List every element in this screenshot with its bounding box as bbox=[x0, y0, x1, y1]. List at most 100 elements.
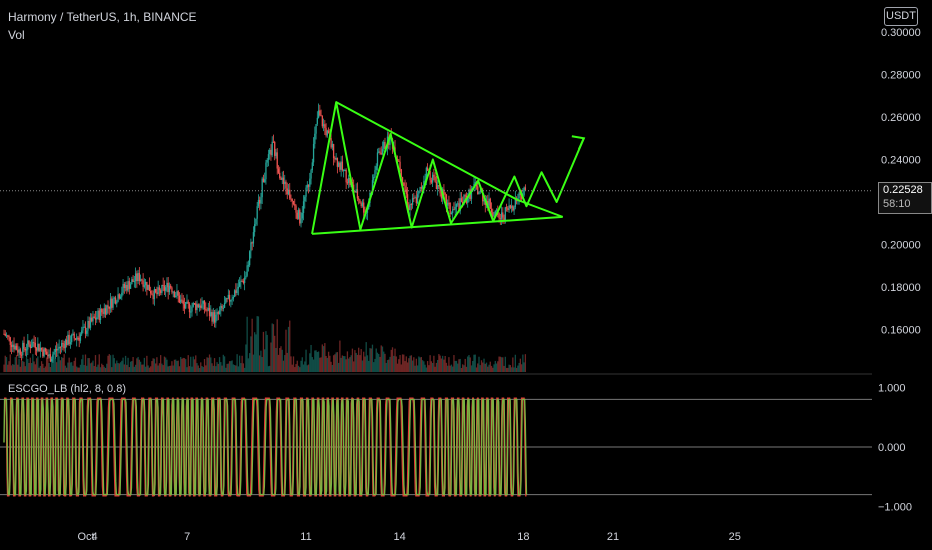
candle-body bbox=[455, 204, 458, 207]
volume-bar bbox=[270, 342, 272, 372]
volume-bar bbox=[493, 364, 495, 372]
volume-bar bbox=[225, 367, 227, 372]
volume-bar bbox=[201, 365, 203, 372]
volume-bar bbox=[185, 359, 187, 372]
volume-bar bbox=[54, 358, 57, 372]
volume-bar bbox=[222, 354, 224, 372]
volume-bar bbox=[334, 354, 336, 372]
chart-title[interactable]: Harmony / TetherUS, 1h, BINANCE bbox=[8, 10, 197, 24]
candle-body bbox=[332, 144, 335, 159]
candle-body bbox=[235, 290, 237, 293]
candle-body bbox=[77, 337, 79, 339]
volume-bar bbox=[515, 367, 518, 372]
volume-label[interactable]: Vol bbox=[8, 28, 25, 42]
candle-body bbox=[18, 349, 20, 353]
candle-body bbox=[116, 301, 118, 304]
triangle-lower-line[interactable] bbox=[311, 215, 563, 235]
zigzag-projection[interactable] bbox=[311, 101, 585, 235]
candle-body bbox=[374, 170, 376, 177]
volume-bar bbox=[152, 358, 154, 372]
volume-bar bbox=[116, 360, 118, 372]
volume-bar bbox=[503, 365, 505, 372]
volume-bar bbox=[429, 355, 431, 372]
volume-bar bbox=[262, 331, 265, 372]
candle-body bbox=[157, 287, 159, 295]
volume-bar bbox=[517, 365, 519, 372]
candle-body bbox=[131, 279, 133, 285]
volume-bar bbox=[290, 356, 292, 372]
volume-bar bbox=[311, 357, 313, 372]
volume-bar bbox=[153, 358, 156, 372]
candle-body bbox=[266, 159, 268, 163]
candle-body bbox=[487, 200, 489, 206]
candle-body bbox=[440, 193, 443, 199]
volume-bar bbox=[45, 357, 48, 372]
candle-body bbox=[419, 187, 421, 191]
candle-body bbox=[502, 212, 504, 218]
candle-body bbox=[212, 312, 214, 322]
candle-body bbox=[276, 152, 278, 169]
volume-bar bbox=[513, 367, 515, 372]
candle-body bbox=[198, 305, 201, 308]
candle-body bbox=[27, 340, 29, 350]
candle-body bbox=[106, 305, 108, 315]
candle-body bbox=[245, 275, 247, 278]
volume-bar bbox=[512, 357, 514, 372]
candle-body bbox=[523, 187, 525, 196]
exchange: BINANCE bbox=[143, 10, 197, 24]
volume-bar bbox=[483, 358, 485, 372]
volume-bar bbox=[395, 356, 397, 372]
volume-bar bbox=[62, 357, 64, 372]
price-tick-label: 0.20000 bbox=[881, 240, 921, 252]
candle-body bbox=[216, 311, 218, 315]
volume-bar bbox=[89, 363, 92, 372]
candle-body bbox=[447, 202, 449, 206]
volume-bar bbox=[433, 355, 435, 372]
candle-body bbox=[254, 224, 256, 233]
candle-body bbox=[172, 291, 174, 293]
volume-bar bbox=[378, 354, 380, 372]
candle-body bbox=[307, 184, 310, 187]
candle-body bbox=[162, 284, 164, 286]
candle-body bbox=[348, 177, 350, 183]
candle-body bbox=[445, 194, 448, 206]
volume-bar bbox=[5, 357, 8, 372]
volume-bar bbox=[280, 346, 282, 372]
volume-bar bbox=[37, 356, 39, 372]
volume-bar bbox=[381, 346, 384, 372]
candle-body bbox=[346, 182, 349, 184]
candle-body bbox=[300, 218, 302, 224]
candle-body bbox=[310, 170, 312, 179]
candle-body bbox=[173, 291, 176, 298]
volume-bar bbox=[305, 349, 307, 372]
candle-body bbox=[247, 265, 250, 267]
volume-bar bbox=[332, 355, 335, 372]
volume-bar bbox=[188, 366, 191, 372]
volume-bar bbox=[444, 356, 446, 372]
triangle-upper-line[interactable] bbox=[335, 101, 564, 218]
candle-body bbox=[83, 326, 85, 328]
candle-body bbox=[39, 347, 41, 352]
volume-bar bbox=[294, 367, 296, 372]
volume-bar bbox=[518, 362, 520, 372]
volume-bar bbox=[485, 362, 488, 372]
currency-badge[interactable]: USDT bbox=[884, 7, 918, 26]
candle-body bbox=[141, 279, 143, 281]
candle-body bbox=[431, 174, 434, 183]
indicator-label[interactable]: ESCGO_LB (hl2, 8, 0.8) bbox=[8, 383, 126, 395]
candle-body bbox=[191, 306, 193, 312]
volume-bar bbox=[190, 356, 192, 372]
volume-bar bbox=[285, 329, 287, 372]
candle-body bbox=[355, 189, 357, 193]
price-tick-label: 0.26000 bbox=[881, 112, 921, 124]
arrow-head[interactable] bbox=[571, 135, 586, 150]
volume-bar bbox=[358, 347, 360, 372]
candle-body bbox=[358, 198, 360, 200]
candle-body bbox=[206, 310, 208, 312]
candle-body bbox=[165, 287, 167, 291]
volume-bar bbox=[360, 349, 362, 372]
candle-body bbox=[101, 309, 103, 313]
candle-body bbox=[133, 281, 135, 283]
escgo-oscillator-pane bbox=[0, 397, 872, 497]
